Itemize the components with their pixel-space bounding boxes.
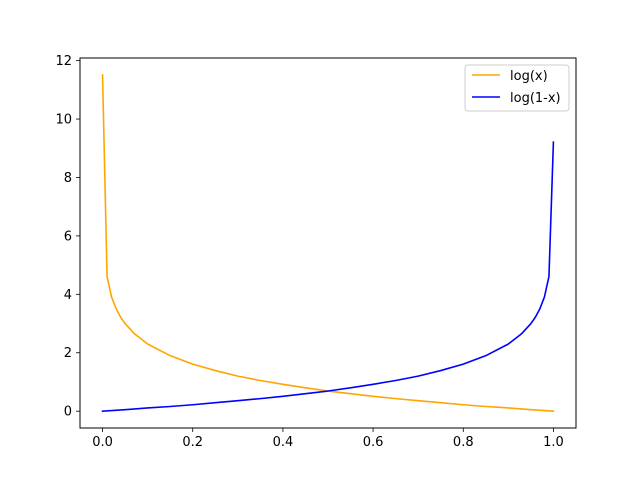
legend-label-log-1-minus-x: log(1-x) <box>510 91 561 106</box>
y-tick-label: 4 <box>64 288 72 303</box>
plot-background <box>80 58 576 428</box>
x-tick-label: 0.2 <box>182 435 203 450</box>
x-tick-label: 0.6 <box>363 435 384 450</box>
y-tick-label: 0 <box>64 405 72 420</box>
x-axis: 0.0 0.2 0.4 0.6 0.8 1.0 <box>92 428 564 450</box>
x-tick-label: 0.0 <box>92 435 113 450</box>
plot-frame <box>79 57 577 429</box>
y-tick-label: 10 <box>55 113 72 128</box>
x-tick-label: 1.0 <box>543 435 564 450</box>
y-tick-label: 6 <box>64 229 72 244</box>
legend-label-log-x: log(x) <box>510 69 548 84</box>
y-tick-label: 8 <box>64 171 72 186</box>
series-line-0 <box>101 74 555 413</box>
y-tick-label: 12 <box>55 54 72 69</box>
series-line-1 <box>101 141 555 413</box>
y-axis: 0 2 4 6 8 10 12 <box>55 54 80 420</box>
series-layer <box>101 74 555 413</box>
x-tick-label: 0.4 <box>273 435 294 450</box>
legend-box <box>464 64 570 112</box>
legend: log(x) log(1-x) <box>464 64 570 112</box>
x-tick-label: 0.8 <box>453 435 474 450</box>
y-tick-label: 2 <box>64 346 72 361</box>
